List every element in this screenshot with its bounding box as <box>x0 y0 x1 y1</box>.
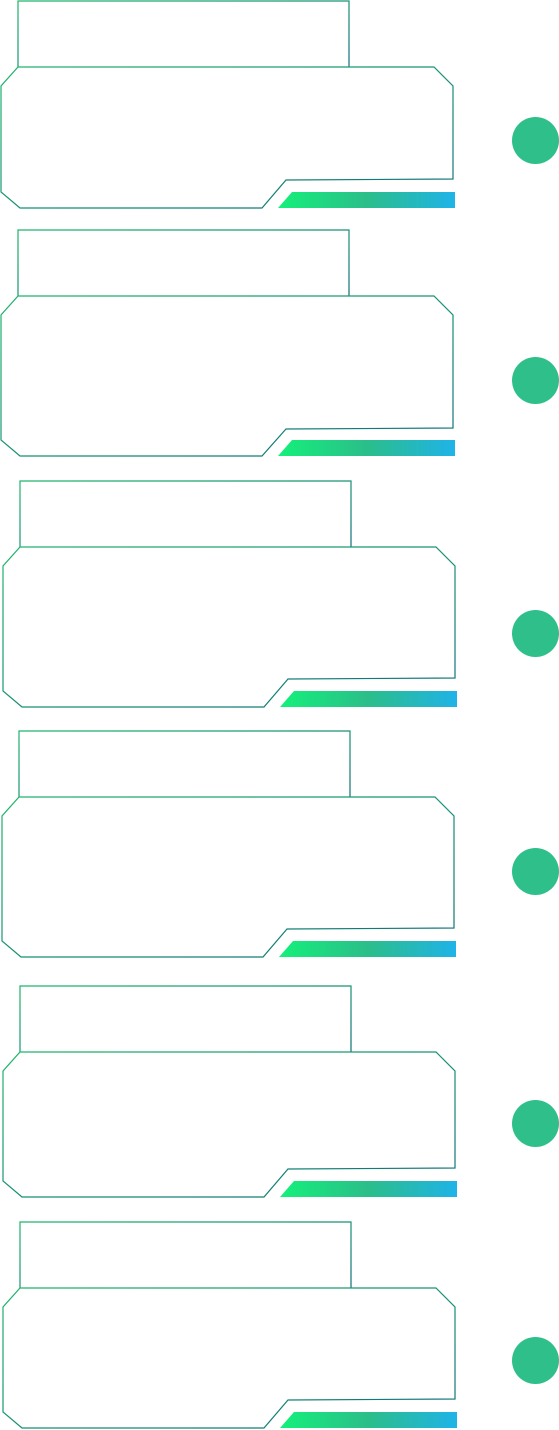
frame-body-outline <box>0 66 454 209</box>
frame-tab-outline <box>18 730 351 797</box>
status-dot <box>512 1100 559 1147</box>
frame-panel <box>0 985 470 1198</box>
frame-tab-outline <box>19 480 352 547</box>
frame-body-outline <box>2 1051 456 1198</box>
frame-panel-graphic <box>2 1221 457 1429</box>
frame-panel-graphic <box>0 229 455 457</box>
status-dot <box>512 610 559 657</box>
frame-body-outline <box>1 796 455 958</box>
frame-tab-outline <box>17 229 350 296</box>
frame-panel-graphic <box>2 985 457 1198</box>
accent-bar <box>280 1181 457 1197</box>
frame-tab-outline <box>19 985 352 1052</box>
frame-panel <box>0 730 470 958</box>
status-dot <box>512 848 559 895</box>
accent-bar <box>280 1412 457 1428</box>
frame-panel-graphic <box>0 0 455 209</box>
frame-panel <box>0 229 470 457</box>
accent-bar <box>280 691 457 707</box>
status-dot <box>512 117 559 164</box>
frame-panel-graphic <box>2 480 457 708</box>
frame-tab-outline <box>19 1221 352 1288</box>
frame-panel <box>0 480 470 708</box>
frame-tab-outline <box>17 0 350 67</box>
frame-panel-graphic <box>1 730 456 958</box>
status-dot <box>512 357 559 404</box>
accent-bar <box>278 192 455 208</box>
accent-bar <box>279 941 456 957</box>
accent-bar <box>278 440 455 456</box>
frame-panel <box>0 0 470 212</box>
frame-body-outline <box>0 295 454 457</box>
frame-body-outline <box>2 1287 456 1429</box>
frame-panel <box>0 1221 470 1430</box>
status-dot <box>512 1337 559 1384</box>
frame-body-outline <box>2 546 456 708</box>
